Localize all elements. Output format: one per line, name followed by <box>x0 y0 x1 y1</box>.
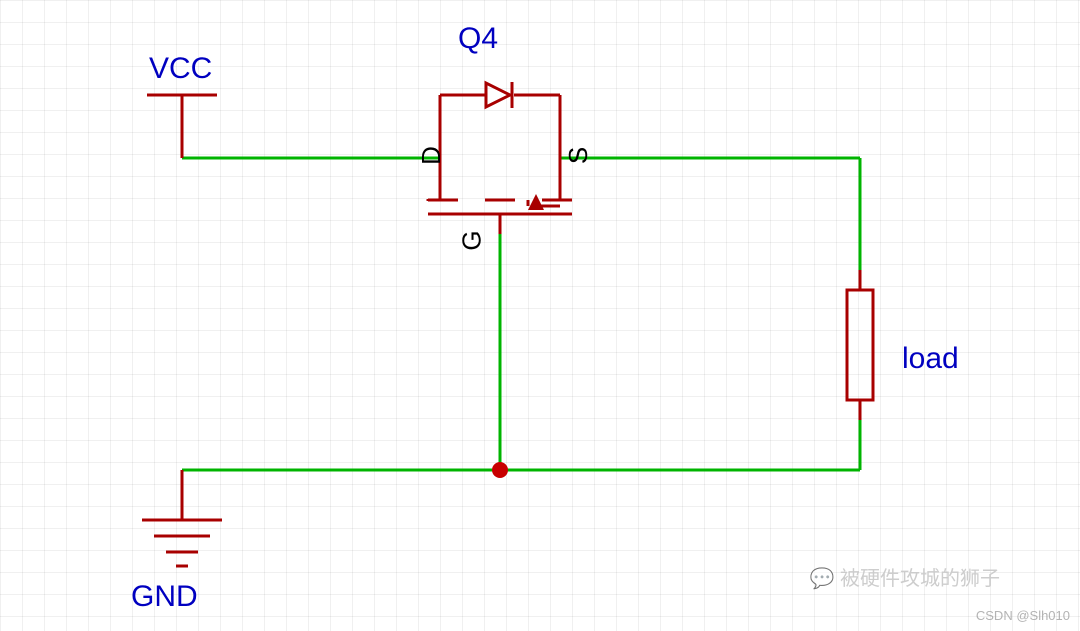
load-label: load <box>902 342 959 376</box>
gnd-label: GND <box>131 580 198 614</box>
pin-s-label: S <box>563 147 594 164</box>
schematic-canvas <box>0 0 1080 631</box>
component-layer <box>142 82 873 566</box>
transistor-ref-label: Q4 <box>458 22 498 56</box>
pin-g-label: G <box>457 230 488 250</box>
wire-layer <box>182 158 860 470</box>
wechat-watermark: 💬 被硬件攻城的狮子 <box>810 562 1000 591</box>
pin-d-label: D <box>416 146 447 165</box>
csdn-watermark: CSDN @Slh010 <box>976 608 1070 623</box>
vcc-label: VCC <box>149 52 212 86</box>
